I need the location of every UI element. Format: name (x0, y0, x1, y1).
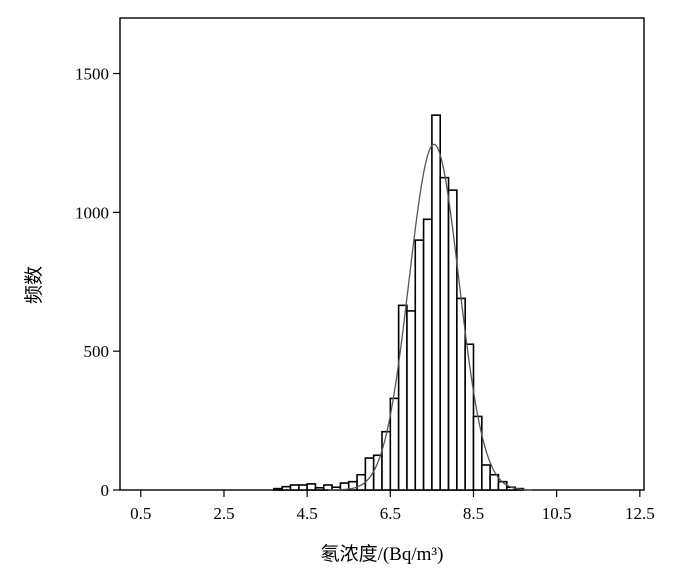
histogram-bar (481, 464, 491, 491)
histogram-bar (273, 487, 283, 491)
histogram-bar (456, 297, 466, 491)
x-tick-label: 4.5 (297, 504, 318, 523)
histogram-bar (439, 176, 450, 491)
histogram-bar (447, 189, 458, 491)
histogram-bar (372, 454, 383, 491)
histogram-bar (306, 483, 317, 491)
x-tick-label: 0.5 (130, 504, 151, 523)
y-tick-label: 1500 (75, 65, 109, 84)
histogram-bar (289, 484, 300, 491)
y-tick-label: 0 (101, 481, 110, 500)
histogram-bar (414, 239, 425, 491)
histogram-bar (431, 114, 442, 491)
y-tick-label: 1000 (75, 203, 109, 222)
x-tick-label: 8.5 (463, 504, 484, 523)
histogram-bar (406, 310, 417, 491)
x-tick-label: 2.5 (213, 504, 234, 523)
histogram-bar (281, 485, 292, 491)
histogram-bar (422, 218, 433, 491)
normal-fit-curve (327, 143, 532, 491)
x-tick-label: 12.5 (625, 504, 655, 523)
histogram-bar (381, 430, 392, 491)
y-axis-title: 频数 (23, 266, 45, 304)
x-tick-label: 6.5 (380, 504, 401, 523)
histogram-bar (298, 484, 308, 491)
plot-frame (119, 17, 645, 491)
y-tick-label: 500 (84, 342, 110, 361)
y-axis: 0 500 1000 1500 (75, 65, 120, 500)
histogram-bar (322, 484, 333, 491)
x-axis: 0.5 2.5 4.5 6.5 8.5 10.5 12.5 (130, 490, 655, 523)
histogram-bars (273, 114, 525, 491)
x-tick-label: 10.5 (542, 504, 572, 523)
histogram-bar (389, 397, 400, 491)
histogram-bar (314, 486, 325, 491)
x-axis-title: 氡浓度/(Bq/m³) (321, 543, 444, 565)
